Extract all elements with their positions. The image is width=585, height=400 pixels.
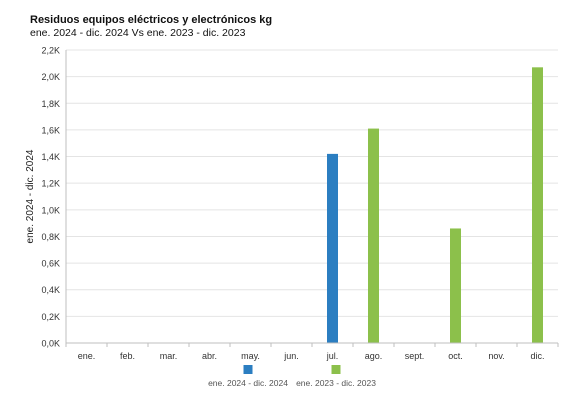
x-tick-label: dic. [530, 351, 544, 361]
x-tick-label: mar. [160, 351, 178, 361]
y-tick-label: 0,2K [41, 312, 60, 322]
y-axis-label: ene. 2024 - dic. 2024 [25, 149, 36, 243]
legend-label: ene. 2024 - dic. 2024 [208, 378, 288, 388]
x-tick-label: jul. [326, 351, 339, 361]
chart-subtitle: ene. 2024 - dic. 2024 Vs ene. 2023 - dic… [30, 27, 246, 39]
x-tick-label: ago. [365, 351, 383, 361]
legend: ene. 2024 - dic. 2024 ene. 2023 - dic. 20… [208, 365, 376, 388]
y-tick-label: 0,8K [41, 232, 60, 242]
y-tick-label: 0,0K [41, 339, 60, 349]
x-tick-label: abr. [202, 351, 217, 361]
x-tick-label: feb. [120, 351, 135, 361]
y-tick-label: 1,6K [41, 125, 60, 135]
x-tick-label: jun. [283, 351, 299, 361]
bars [327, 67, 543, 344]
y-tick-label: 0,4K [41, 285, 60, 295]
x-axis-ticks: ene. feb. mar. abr. may. jun. jul. ago. sept. oct… [65, 343, 559, 361]
y-tick-label: 1,4K [41, 152, 60, 162]
y-axis-ticks: 0,0K 0,2K 0,4K 0,6K 0,8K 1,0K 1,2K 1,4K 1,6K 1,8K… [41, 46, 60, 349]
x-tick-label: may. [241, 351, 260, 361]
bar-jul-series-1[interactable] [327, 153, 338, 343]
y-tick-label: 1,2K [41, 179, 60, 189]
y-tick-label: 1,0K [41, 205, 60, 215]
bar-oct-series-2[interactable] [450, 228, 461, 343]
legend-item-series-1[interactable]: ene. 2024 - dic. 2024 [208, 365, 288, 388]
x-tick-label: sept. [405, 351, 425, 361]
x-tick-label: nov. [488, 351, 504, 361]
bar-ago-series-2[interactable] [368, 128, 379, 343]
bar-dic-series-2[interactable] [532, 67, 543, 344]
legend-label: ene. 2023 - dic. 2023 [296, 378, 376, 388]
y-tick-label: 2,0K [41, 72, 60, 82]
legend-swatch [331, 365, 341, 374]
legend-item-series-2[interactable]: ene. 2023 - dic. 2023 [296, 365, 376, 388]
grid-lines [66, 49, 558, 317]
y-tick-label: 1,8K [41, 99, 60, 109]
chart-title: Residuos equipos eléctricos y electrónic… [30, 14, 273, 26]
y-tick-label: 0,6K [41, 259, 60, 269]
y-tick-label: 2,2K [41, 46, 60, 56]
x-tick-label: oct. [448, 351, 463, 361]
x-tick-label: ene. [78, 351, 96, 361]
legend-swatch [243, 365, 253, 374]
